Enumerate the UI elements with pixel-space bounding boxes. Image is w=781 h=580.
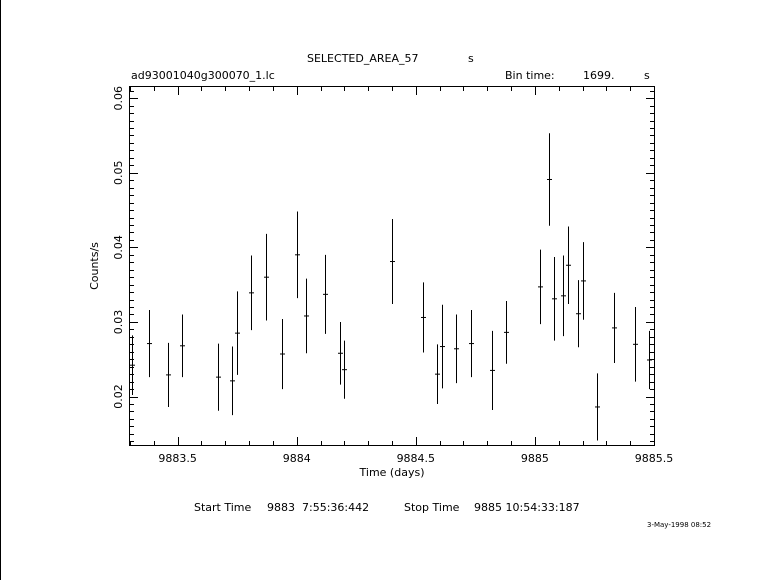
data-points	[130, 133, 652, 441]
left-border	[0, 0, 1, 580]
x-axis-ticks: 9883.5 9884 9884.5 9885 9885.5	[130, 87, 674, 465]
data-point	[180, 314, 185, 378]
data-point	[295, 211, 300, 299]
y-axis-ticks: 0.02 0.03 0.04 0.05 0.06	[112, 86, 654, 442]
data-point	[595, 373, 600, 441]
stop-time-value: 9885 10:54:33:187	[474, 501, 580, 514]
data-point	[435, 344, 440, 404]
data-point	[249, 255, 254, 331]
data-point	[230, 346, 235, 416]
data-point	[390, 219, 395, 305]
data-point	[469, 310, 474, 378]
data-point	[490, 330, 495, 410]
data-point	[338, 321, 343, 385]
filename-label: ad93001040g300070_1.lc	[131, 69, 275, 82]
bin-time-label: Bin time:	[505, 69, 555, 82]
data-point	[633, 307, 638, 382]
data-point	[454, 314, 459, 384]
data-point	[547, 133, 552, 226]
data-point	[280, 318, 285, 390]
y-tick-label: 0.02	[112, 384, 125, 409]
data-point	[647, 330, 652, 390]
y-axis-label: Counts/s	[88, 242, 101, 290]
data-point	[342, 340, 347, 399]
x-tick-label: 9883.5	[158, 452, 197, 465]
x-tick-label: 9885.5	[635, 452, 674, 465]
stop-time-label: Stop Time	[404, 501, 460, 514]
date-stamp: 3-May-1998 08:52	[647, 521, 712, 529]
x-tick-label: 9885	[521, 452, 549, 465]
data-point	[216, 343, 221, 411]
data-point	[235, 291, 240, 375]
data-point	[566, 226, 571, 305]
data-point	[147, 310, 152, 378]
data-point	[538, 249, 543, 325]
x-tick-label: 9884	[283, 452, 311, 465]
data-point	[440, 304, 445, 389]
bin-time-unit: s	[644, 69, 650, 82]
data-point	[561, 255, 566, 337]
start-time-label: Start Time	[194, 501, 252, 514]
data-point	[304, 278, 309, 354]
x-tick-label: 9884.5	[397, 452, 436, 465]
x-axis-label: Time (days)	[359, 466, 425, 479]
data-point	[130, 335, 135, 396]
data-point	[576, 280, 581, 348]
data-point	[612, 292, 617, 363]
chart-title-unit: s	[468, 52, 474, 65]
data-point	[264, 233, 269, 321]
data-point	[552, 257, 557, 341]
data-point	[504, 301, 509, 364]
chart-title: SELECTED_AREA_57	[307, 52, 419, 65]
start-time-value: 9883 7:55:36:442	[267, 501, 370, 514]
data-point	[581, 242, 586, 320]
y-tick-label: 0.06	[112, 86, 125, 111]
data-point	[166, 342, 171, 407]
data-point	[323, 254, 328, 334]
y-tick-label: 0.05	[112, 161, 125, 186]
plot-frame	[129, 86, 655, 446]
y-tick-label: 0.04	[112, 235, 125, 260]
y-tick-label: 0.03	[112, 310, 125, 335]
data-point	[421, 282, 426, 353]
bin-time-value: 1699.	[583, 69, 615, 82]
